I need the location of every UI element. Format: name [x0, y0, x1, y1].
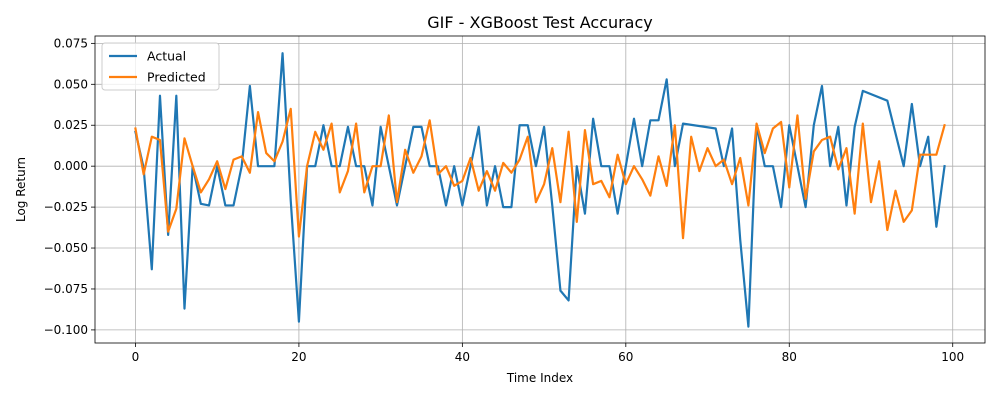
x-tick-label: 20 [291, 350, 306, 364]
y-tick-label: 0.000 [54, 159, 88, 173]
x-tick-label: 60 [618, 350, 633, 364]
legend-label-predicted: Predicted [147, 70, 206, 85]
y-tick-label: 0.050 [54, 77, 88, 91]
legend: Actual Predicted [101, 42, 220, 91]
x-tick-label: 80 [782, 350, 797, 364]
y-tick-label: 0.075 [54, 36, 88, 50]
series-line-predicted [134, 107, 946, 240]
legend-box [101, 42, 220, 91]
x-tick-label: 0 [132, 350, 140, 364]
x-tick-label: 100 [941, 350, 964, 364]
y-tick-label: 0.025 [54, 118, 88, 132]
y-tick-label: −0.075 [44, 282, 88, 296]
x-tick-label: 40 [455, 350, 470, 364]
y-tick-label: −0.100 [44, 323, 88, 337]
y-tick-label: −0.025 [44, 200, 88, 214]
y-axis-label: Log Return [14, 157, 28, 222]
plot-frame [94, 35, 986, 344]
series-lines [134, 52, 946, 328]
chart-title: GIF - XGBoost Test Accuracy [427, 13, 653, 32]
x-axis-label: Time Index [506, 371, 573, 385]
axis-ticks: 0 20 40 60 80 100 −0.100 −0.075 −0.050 −0.025 0.00… [44, 36, 965, 364]
y-tick-label: −0.050 [44, 241, 88, 255]
legend-label-actual: Actual [147, 49, 186, 64]
